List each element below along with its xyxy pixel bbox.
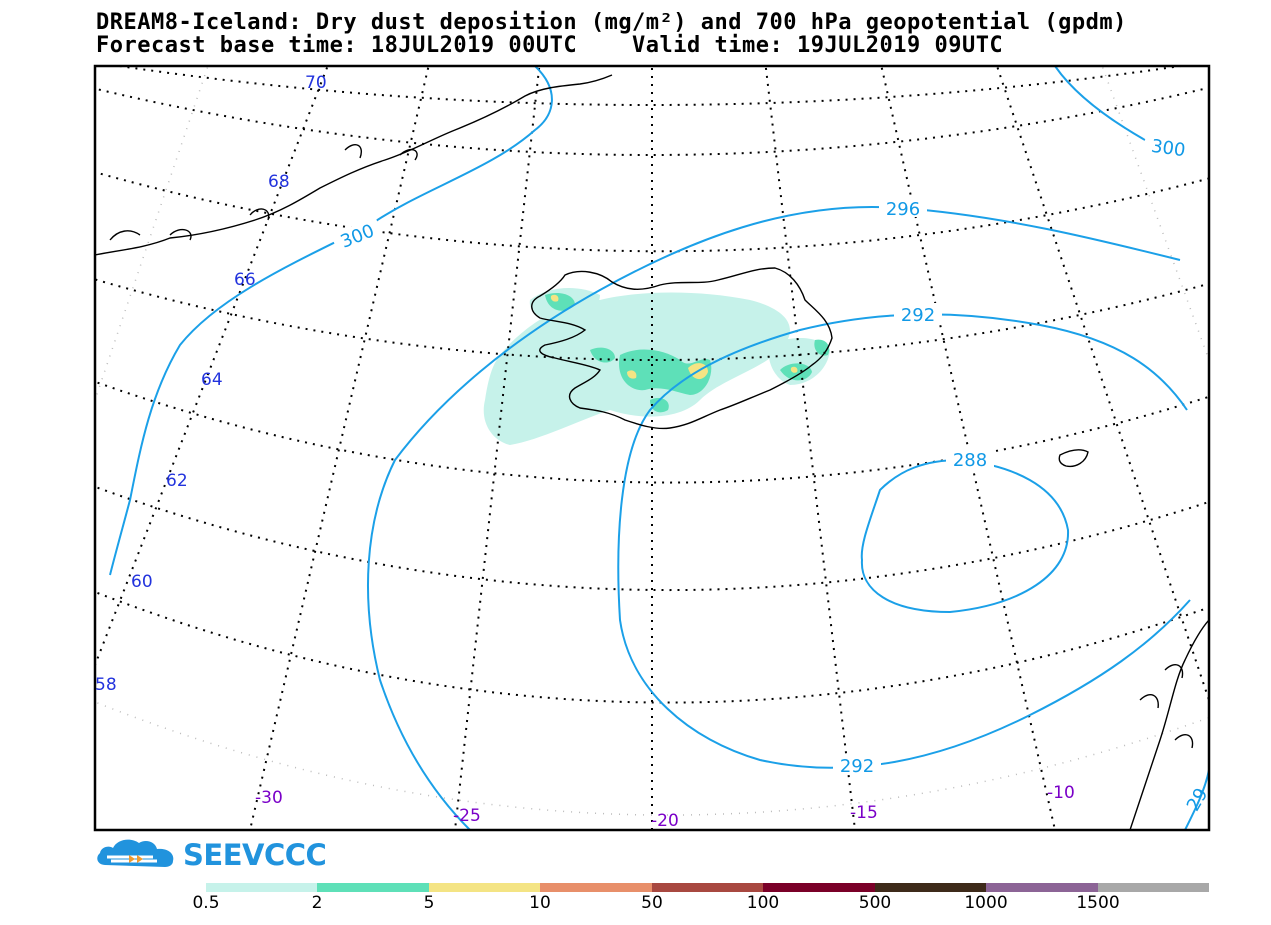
meridian-m5	[995, 66, 1209, 701]
greenland-fjords	[109, 144, 418, 241]
legend-swatch-7	[986, 883, 1098, 892]
coastlines	[95, 74, 1209, 830]
dust-medium-area	[619, 349, 712, 395]
legend-swatch-8	[1097, 883, 1209, 892]
lon-label-m20: -20	[651, 811, 679, 831]
meridian-m15	[764, 66, 856, 830]
lat-label-66: 66	[234, 270, 256, 290]
legend-swatch-4	[651, 883, 764, 892]
contour-300-east	[1054, 66, 1146, 141]
legend-tick-50: 50	[641, 893, 663, 913]
norway-fjords	[1139, 664, 1194, 749]
legend-swatch-0	[206, 883, 318, 892]
legend-swatch-3	[540, 883, 652, 892]
greenland-coastline	[95, 74, 613, 256]
lat-label-62: 62	[166, 471, 188, 491]
geopotential-contours	[109, 66, 1209, 830]
iceland-coastline	[531, 267, 833, 430]
lon-label-m15: -15	[850, 803, 878, 823]
legend-swatch-1	[317, 883, 429, 892]
lat-label-64: 64	[201, 370, 223, 390]
legend-tick-1500: 1500	[1076, 893, 1120, 913]
legend-tick-500: 500	[858, 893, 892, 913]
latitude-labels: 70 68 66 64 62 60 58	[95, 73, 327, 695]
dust-high-area-west	[627, 370, 637, 379]
longitude-labels: -30 -25 -20 -15 -10	[255, 783, 1075, 831]
contour-288	[860, 458, 1070, 614]
seevccc-logo-text: SEEVCCC	[183, 838, 327, 872]
lon-label-m10: -10	[1047, 783, 1075, 803]
map-title: DREAM8-Iceland: Dry dust deposition (mg/…	[96, 10, 1127, 35]
contour-300-west	[109, 66, 553, 576]
lat-label-60: 60	[131, 572, 153, 592]
legend-tick-5: 5	[423, 893, 435, 913]
contour-label-296: 296	[886, 199, 920, 220]
dust-medium-area-south	[650, 398, 669, 413]
lat-label-68: 68	[268, 172, 290, 192]
graticule	[95, 66, 1209, 830]
legend-tick-0.5: 0.5	[192, 893, 220, 913]
contour-label-292-north: 292	[901, 305, 935, 326]
norway-coastline	[1129, 619, 1209, 830]
lat-label-58: 58	[95, 675, 117, 695]
seevccc-cloud-logo	[97, 839, 174, 867]
contour-label-288: 288	[953, 450, 987, 471]
contour-296	[367, 206, 1181, 830]
meridian-m25	[454, 66, 541, 830]
legend-tick-10: 10	[529, 893, 551, 913]
legend-swatch-6	[874, 883, 987, 892]
dust-high-area-e	[790, 366, 798, 373]
faroe-islands	[1058, 449, 1089, 468]
dust-high-area-nw	[550, 294, 559, 302]
contour-labels: 300 300 296 292 288 292 29	[330, 133, 1212, 815]
lat-label-70: 70	[305, 73, 327, 93]
parallel-70	[112, 66, 1188, 106]
map-frame	[93, 64, 1211, 832]
map-subtitle: Forecast base time: 18JUL2019 00UTC Vali…	[96, 33, 1004, 58]
legend-swatch-5	[763, 883, 875, 892]
parallel-62	[95, 380, 1209, 484]
parallel-66	[95, 171, 1209, 253]
contour-29x	[1184, 769, 1209, 830]
legend-tick-100: 100	[746, 893, 780, 913]
legend-tick-2: 2	[311, 893, 323, 913]
dust-deposition-field	[483, 288, 830, 445]
legend-tick-1000: 1000	[964, 893, 1008, 913]
contour-label-292-south: 292	[840, 756, 874, 777]
deposition-colorbar	[206, 883, 1209, 892]
contour-label-300-east: 300	[1150, 136, 1187, 162]
lon-label-m25: -25	[453, 806, 481, 826]
lon-label-m30: -30	[255, 788, 283, 808]
legend-swatch-2	[428, 883, 541, 892]
contour-292	[617, 313, 1191, 769]
parallel-60	[95, 485, 1209, 592]
